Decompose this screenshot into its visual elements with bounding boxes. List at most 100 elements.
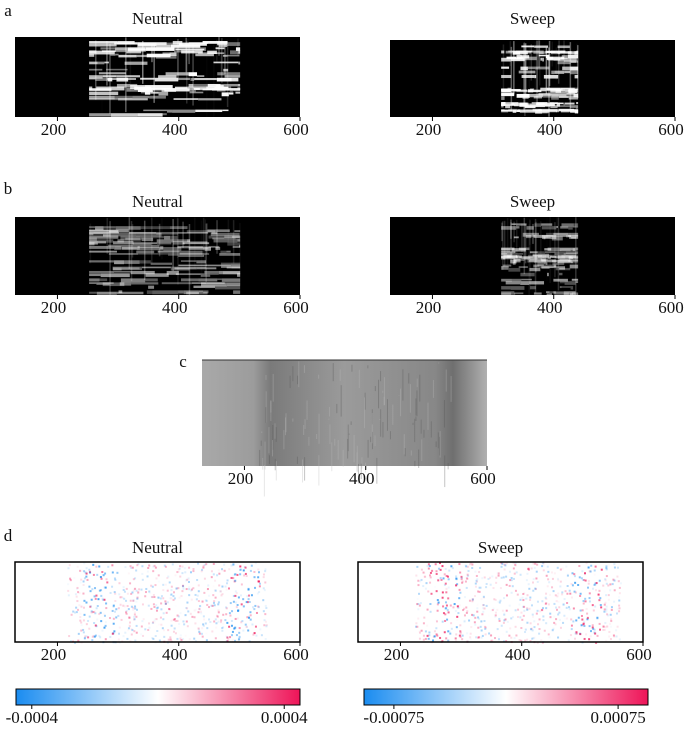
heatmap-cell <box>546 293 552 296</box>
heatmap-cell <box>177 587 180 590</box>
heatmap-cell <box>131 629 134 632</box>
heatmap-cell <box>126 605 129 608</box>
heatmap-cell <box>164 235 170 240</box>
heatmap-cell <box>94 597 97 600</box>
heatmap-cell <box>572 226 579 228</box>
heatmap-cell <box>475 636 478 639</box>
heatmap-cell <box>140 91 145 94</box>
heatmap-cell <box>233 290 241 294</box>
heatmap-cell <box>158 624 160 626</box>
heatmap-cell <box>116 83 131 88</box>
heatmap-cell <box>445 587 448 590</box>
heatmap-cell <box>476 578 479 581</box>
heatmap-cell <box>471 598 474 601</box>
heatmap-cell <box>177 615 180 618</box>
heatmap-cell <box>374 385 376 392</box>
heatmap-cell <box>610 606 613 609</box>
heatmap-cell <box>456 619 458 621</box>
colorbar-tick-label: 0.00075 <box>590 708 645 727</box>
heatmap-cell <box>579 594 582 597</box>
heatmap-cell <box>85 601 88 604</box>
heatmap-cell <box>217 611 220 614</box>
heatmap-cell <box>72 610 75 613</box>
heatmap-background <box>15 217 300 295</box>
heatmap-cell <box>128 616 131 619</box>
heatmap-cell <box>202 41 228 44</box>
heatmap-cell <box>535 612 538 615</box>
heatmap-cell <box>114 260 125 265</box>
heatmap-cell <box>285 417 287 436</box>
heatmap-cell <box>224 585 227 588</box>
heatmap-cell <box>208 235 225 239</box>
heatmap-cell <box>531 629 534 632</box>
heatmap-cell <box>169 235 178 240</box>
heatmap-cell <box>435 570 438 573</box>
heatmap-cell <box>89 282 97 284</box>
heatmap-cell <box>100 273 130 278</box>
heatmap-cell <box>264 638 267 641</box>
heatmap-cell <box>585 607 588 610</box>
heatmap-cell <box>130 85 145 89</box>
heatmap-cell <box>122 586 125 589</box>
heatmap-cell <box>162 113 167 116</box>
heatmap-background <box>202 360 487 466</box>
heatmap-cell <box>224 619 227 622</box>
heatmap-cell <box>506 620 509 623</box>
heatmap-cell <box>553 602 556 605</box>
heatmap-cell <box>201 220 203 279</box>
heatmap-cell <box>432 639 435 642</box>
heatmap-cell <box>432 380 434 398</box>
heatmap-cell <box>459 591 462 594</box>
heatmap-cell <box>524 598 526 600</box>
heatmap-cell <box>534 109 548 114</box>
heatmap-cell <box>572 255 579 258</box>
heatmap-cell <box>455 633 458 636</box>
heatmap-cell <box>532 581 535 584</box>
heatmap-cell <box>76 588 79 591</box>
heatmap-cell <box>529 267 541 272</box>
heatmap-cell <box>85 623 88 626</box>
heatmap-cell <box>161 218 163 259</box>
heatmap-cell <box>541 259 556 263</box>
heatmap-cell <box>500 565 503 568</box>
heatmap-cell <box>207 584 210 587</box>
heatmap-cell <box>514 292 524 295</box>
heatmap-cell <box>541 226 557 230</box>
heatmap-cell <box>145 278 158 282</box>
heatmap-cell <box>547 256 551 260</box>
heatmap-cell <box>588 600 591 603</box>
heatmap-cell <box>149 592 151 594</box>
heatmap-cell <box>108 575 110 577</box>
heatmap-cell <box>473 595 476 598</box>
heatmap-cell <box>220 250 227 254</box>
heatmap-cell <box>481 607 484 610</box>
heatmap-cell <box>336 403 338 414</box>
heatmap-cell <box>461 634 464 637</box>
heatmap-cell <box>501 609 504 612</box>
heatmap-cell <box>598 579 601 582</box>
heatmap-cell <box>492 587 495 590</box>
colorbar <box>363 688 649 706</box>
heatmap-cell <box>208 594 211 597</box>
heatmap-cell <box>96 618 99 621</box>
heatmap-cell <box>237 239 241 242</box>
heatmap-cell <box>565 606 568 609</box>
heatmap-cell <box>188 594 191 597</box>
heatmap-cell <box>170 266 190 271</box>
heatmap-cell <box>594 574 596 576</box>
heatmap-cell <box>534 588 537 591</box>
heatmap-cell <box>444 619 447 622</box>
heatmap-cell <box>114 47 129 51</box>
heatmap-cell <box>191 615 194 618</box>
heatmap-cell <box>610 620 613 623</box>
heatmap-cell <box>528 46 531 89</box>
heatmap-cell <box>512 109 517 113</box>
heatmap-cell <box>481 634 484 637</box>
heatmap-cell <box>194 217 196 269</box>
heatmap-cell <box>583 637 586 640</box>
heatmap-cell <box>528 281 545 285</box>
heatmap-cell <box>219 590 222 593</box>
heatmap-cell <box>588 592 591 595</box>
heatmap-cell <box>178 264 208 267</box>
heatmap-cell <box>425 582 428 585</box>
